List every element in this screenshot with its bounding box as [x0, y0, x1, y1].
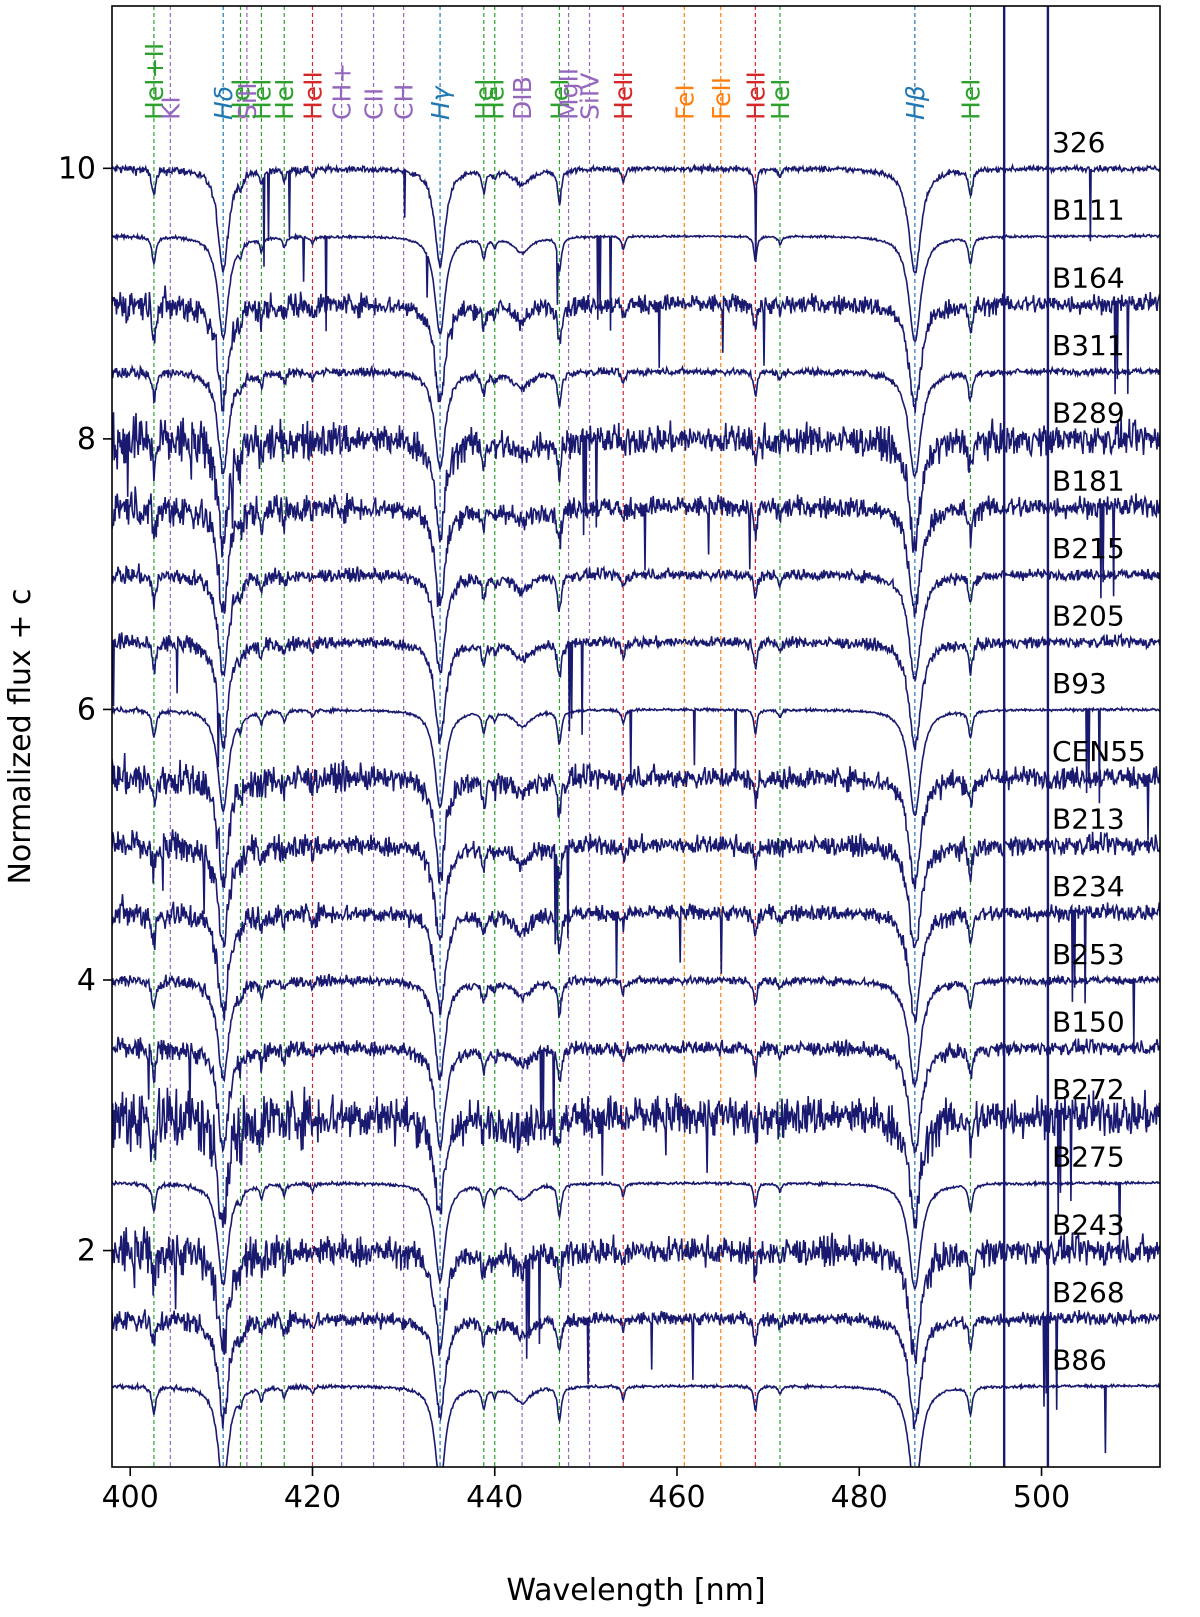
- star-label-B181: B181: [1052, 464, 1125, 497]
- y-tick-label-0: 2: [77, 1234, 96, 1269]
- y-axis-title: Normalized flux + c: [3, 588, 38, 884]
- annotation-label-10: CH: [390, 84, 419, 120]
- x-axis-title: Wavelength [nm]: [506, 1573, 765, 1608]
- annotation-label-9: CII: [360, 88, 389, 120]
- star-label-B150: B150: [1052, 1005, 1125, 1038]
- spectrum-B268: [112, 1309, 1160, 1430]
- annotation-label-16: MgII: [555, 68, 584, 120]
- x-axis: 400 420 440 460 480 500: [102, 1467, 1070, 1515]
- annotation-label-0: HeI+II: [140, 43, 169, 120]
- star-label-B272: B272: [1052, 1073, 1125, 1106]
- annotation-label-1: KI: [156, 96, 185, 120]
- annotation-label-15: HeI: [545, 78, 574, 120]
- spectrum-B289: [112, 412, 1160, 558]
- x-tick-label-2: 440: [466, 1480, 523, 1515]
- star-label-B311: B311: [1052, 329, 1125, 362]
- annotation-label-12: HeI: [470, 78, 499, 120]
- star-label-B164: B164: [1052, 261, 1125, 294]
- star-label-B215: B215: [1052, 532, 1125, 565]
- y-axis: 2 4 6 8 10: [58, 151, 112, 1269]
- star-label-B243: B243: [1052, 1208, 1125, 1241]
- spectrum-B111: [112, 232, 1160, 343]
- star-label-B253: B253: [1052, 938, 1125, 971]
- annotation-label-17: SiIV: [576, 73, 605, 120]
- star-label-B275: B275: [1052, 1141, 1125, 1174]
- annotation-label-4: SiII: [233, 82, 262, 120]
- star-label-B205: B205: [1052, 600, 1125, 633]
- star-label-B289: B289: [1052, 397, 1125, 430]
- spectrum-B311: [112, 364, 1160, 478]
- spectrum-B164: [112, 285, 1160, 413]
- spectrum-CEN55: [112, 752, 1160, 889]
- star-label-CEN55: CEN55: [1052, 735, 1146, 768]
- y-tick-label-1: 4: [77, 963, 96, 998]
- annotation-label-21: HeII: [741, 71, 770, 120]
- spectrum-B275: [112, 1179, 1160, 1290]
- spectrum-B215: [112, 563, 1160, 681]
- star-label-B268: B268: [1052, 1276, 1125, 1309]
- spectrum-326: [112, 162, 1160, 274]
- annotation-label-14: DIB: [508, 76, 537, 120]
- star-label-B93: B93: [1052, 667, 1107, 700]
- star-label-B86: B86: [1052, 1344, 1107, 1377]
- annotation-label-24: HeI: [956, 78, 985, 120]
- annotation-label-6: HeI: [270, 78, 299, 120]
- spectrum-B253: [112, 973, 1160, 1088]
- annotation-label-20: FeII: [707, 77, 736, 120]
- annotation-label-3: HeI: [226, 78, 255, 120]
- annotation-label-19: FeI: [670, 84, 699, 120]
- spectrum-B213: [112, 829, 1160, 949]
- spectrum-B86: [112, 1381, 1160, 1467]
- spectrum-B150: [112, 1036, 1160, 1154]
- y-tick-label-4: 10: [58, 151, 96, 186]
- annotation-label-2: Hδ: [209, 86, 238, 120]
- y-tick-label-2: 6: [77, 692, 96, 727]
- annotation-label-7: HeII: [298, 71, 327, 120]
- star-label-B234: B234: [1052, 870, 1125, 903]
- x-tick-label-3: 460: [648, 1480, 705, 1515]
- annotation-label-13: HeI: [481, 78, 510, 120]
- star-label-B213: B213: [1052, 802, 1125, 835]
- spectrum-B181: [112, 486, 1160, 618]
- spectra-series: [112, 162, 1160, 1467]
- star-label-B111: B111: [1052, 194, 1125, 227]
- x-tick-label-0: 400: [102, 1480, 159, 1515]
- star-label-326: 326: [1052, 126, 1105, 159]
- annotation-label-23: Hβ: [901, 85, 930, 120]
- annotation-label-18: HeII: [609, 71, 638, 120]
- x-tick-label-5: 500: [1013, 1480, 1070, 1515]
- spectrum-B234: [112, 894, 1160, 1023]
- annotation-lines: [153, 6, 972, 1467]
- spectrum-B243: [112, 1226, 1160, 1365]
- annotation-label-5: HeI: [247, 78, 276, 120]
- x-tick-label-1: 420: [284, 1480, 341, 1515]
- spectrum-B93: [112, 704, 1160, 817]
- annotation-label-8: CH+: [328, 63, 357, 120]
- plot-frame: [111, 5, 1161, 1468]
- star-labels: 326 B111 B164 B311 B289 B181 B215 B205 B93 CEN55 B…: [1052, 126, 1146, 1377]
- y-tick-label-3: 8: [77, 422, 96, 457]
- vertical-rules: [1002, 6, 1050, 1467]
- annotation-label-22: HeI: [766, 78, 795, 120]
- spectrum-B205: [112, 632, 1160, 768]
- spectrum-B272: [112, 1086, 1160, 1229]
- x-tick-label-4: 480: [831, 1480, 888, 1515]
- annotation-label-11: Hγ: [426, 85, 455, 120]
